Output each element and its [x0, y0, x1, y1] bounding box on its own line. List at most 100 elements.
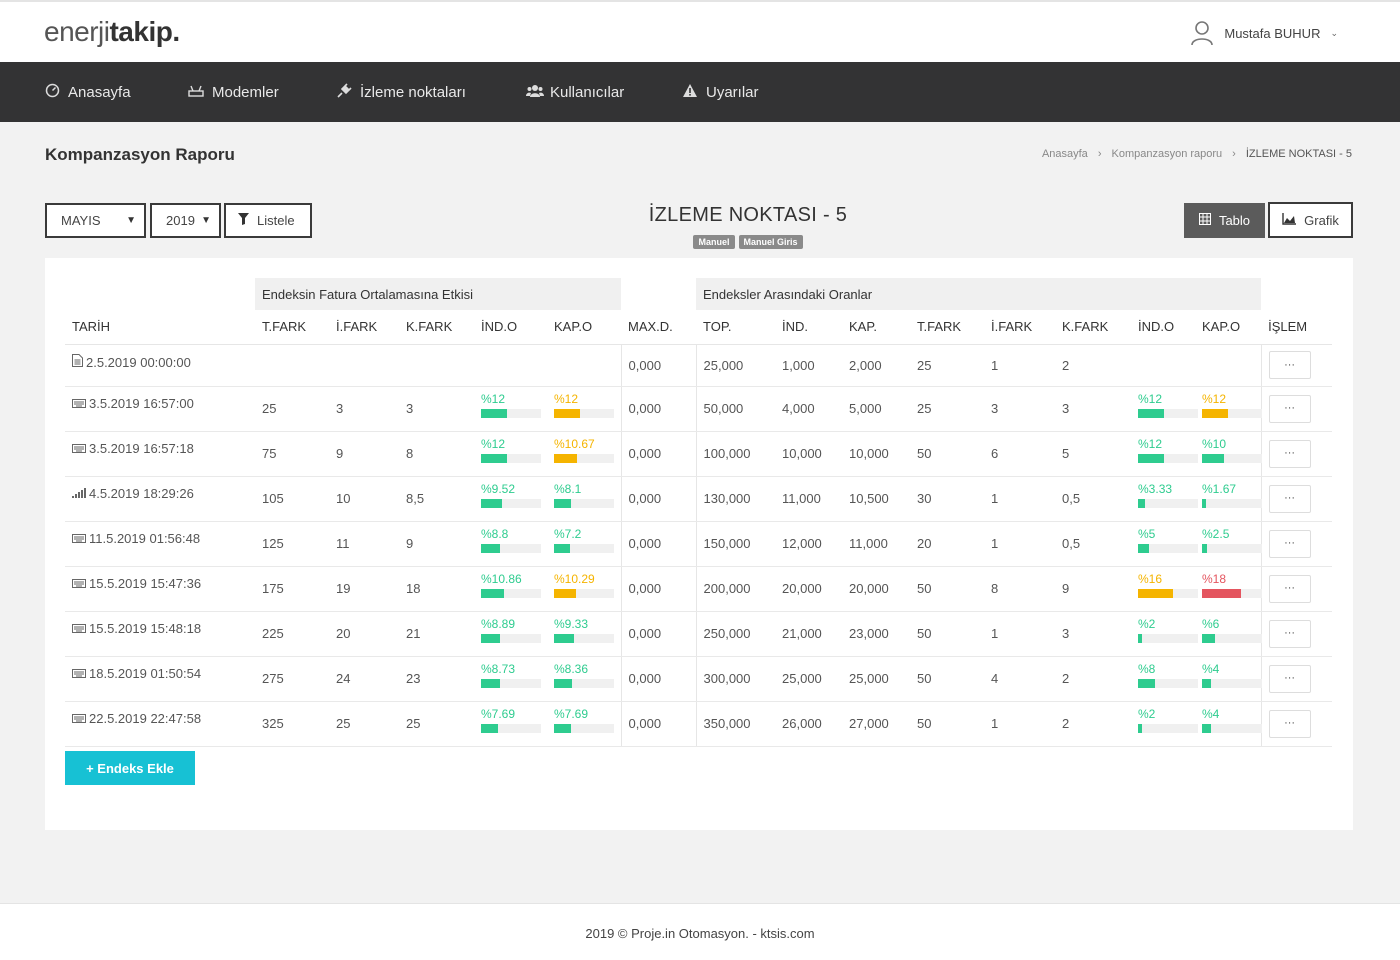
cell-ind-o-2: %12: [1131, 431, 1199, 477]
nav-item-anasayfa[interactable]: Anasayfa: [44, 62, 131, 122]
cell-kap: 2,000: [842, 344, 911, 387]
cell-ind-o-2: %5: [1131, 521, 1199, 567]
percent-text: %4: [1202, 706, 1220, 721]
cell-t-fark-2: 20: [910, 521, 985, 567]
cell-ind: 12,000: [775, 521, 843, 567]
progress-fill: [1202, 723, 1211, 733]
table-row: 3.5.2019 16:57:00 25 3 3 %12 %12 0,000 50,000 4,…: [65, 386, 1333, 432]
col-indo-2[interactable]: İND.O: [1131, 310, 1196, 345]
row-actions-button[interactable]: ···: [1268, 664, 1311, 693]
row-actions-button[interactable]: ···: [1268, 529, 1311, 558]
col-kapo[interactable]: KAP.O: [547, 310, 622, 345]
percent-text: %8.89: [481, 616, 516, 631]
percent-text: %12: [554, 391, 579, 406]
user-name: Mustafa BUHUR: [1224, 25, 1321, 41]
add-index-button[interactable]: + Endeks Ekle: [65, 751, 195, 785]
year-select[interactable]: 2019 ▼: [150, 203, 221, 238]
col-kap[interactable]: KAP.: [842, 310, 911, 345]
cell-k-fark: 9: [399, 521, 474, 567]
cell-i-fark: 11: [329, 521, 399, 567]
keyboard-icon: [72, 533, 86, 546]
col-tfark[interactable]: T.FARK: [255, 310, 329, 345]
col-maxd[interactable]: MAX.D.: [621, 310, 697, 345]
col-top[interactable]: TOP.: [696, 310, 776, 345]
nav-item-modemler[interactable]: Modemler: [188, 62, 279, 122]
row-actions-button[interactable]: ···: [1268, 619, 1311, 648]
row-actions-button[interactable]: ···: [1268, 709, 1311, 738]
date-text: 15.5.2019 15:47:36: [89, 575, 202, 591]
progress-bar: [481, 408, 541, 418]
cell-kap-o-2: %6: [1195, 611, 1263, 657]
tag-list: Manuel Manuel Giris: [600, 235, 896, 249]
cell-kap-o: %10.67: [547, 431, 622, 477]
breadcrumb-report[interactable]: Kompanzasyon raporu: [1111, 148, 1223, 160]
percent-text: %16: [1138, 571, 1163, 586]
nav-item-izleme-noktalari[interactable]: İzleme noktaları: [336, 62, 466, 122]
table-row: 18.5.2019 01:50:54 275 24 23 %8.73 %8.36 0,000…: [65, 656, 1333, 702]
cell-t-fark: 125: [255, 521, 329, 567]
col-islem: İŞLEM: [1261, 310, 1333, 345]
table-row: 15.5.2019 15:47:36 175 19 18 %10.86 %10.29 0,0…: [65, 566, 1333, 612]
keyboard-icon: [72, 623, 86, 636]
row-actions-button[interactable]: ···: [1268, 394, 1311, 423]
progress-bar: [1202, 453, 1263, 463]
cell-kap-o: %9.33: [547, 611, 622, 657]
cell-kap-o: %8.36: [547, 656, 622, 702]
cell-t-fark: 75: [255, 431, 329, 477]
progress-fill: [1202, 453, 1224, 463]
col-ind[interactable]: İND.: [775, 310, 843, 345]
col-kfark[interactable]: K.FARK: [399, 310, 474, 345]
chart-view-button[interactable]: Grafik: [1268, 202, 1353, 238]
col-tfark-2[interactable]: T.FARK: [910, 310, 985, 345]
percent-text: %12: [481, 391, 506, 406]
action-cell: ···: [1260, 431, 1333, 477]
cell-t-fark: 325: [255, 701, 329, 747]
cell-k-fark-2: 3: [1055, 386, 1132, 432]
row-actions-button[interactable]: ···: [1268, 439, 1311, 468]
cell-top: 50,000: [696, 386, 776, 432]
table-view-button[interactable]: Tablo: [1184, 203, 1265, 238]
row-actions-button[interactable]: ···: [1268, 574, 1311, 603]
row-actions-button[interactable]: ···: [1268, 351, 1311, 379]
logo[interactable]: enerjitakip.: [44, 16, 180, 47]
report-title: İZLEME NOKTASI - 5: [648, 204, 848, 226]
progress-fill: [481, 543, 500, 553]
progress-fill: [1138, 588, 1173, 598]
cell-ind-o-2: %3.33: [1131, 476, 1199, 522]
breadcrumb-home[interactable]: Anasayfa: [1041, 148, 1088, 160]
signal-icon: [72, 487, 86, 501]
col-indo[interactable]: İND.O: [474, 310, 547, 345]
user-menu[interactable]: Mustafa BUHUR ⌄: [1190, 20, 1338, 46]
col-ifark[interactable]: İ.FARK: [329, 310, 399, 345]
cell-t-fark-2: 50: [910, 431, 985, 477]
col-tarih[interactable]: TARİH: [65, 310, 255, 345]
col-ifark-2[interactable]: İ.FARK: [984, 310, 1056, 345]
progress-bar: [481, 453, 541, 463]
cell-kap-o-2: %10: [1195, 431, 1263, 477]
nav-item-uyarilar[interactable]: Uyarılar: [682, 62, 759, 122]
progress-fill: [554, 408, 580, 418]
cell-k-fark-2: 2: [1055, 344, 1132, 387]
col-kapo-2[interactable]: KAP.O: [1195, 310, 1262, 345]
filter-icon: [238, 213, 249, 228]
cell-k-fark: 3: [399, 386, 474, 432]
cell-t-fark: [255, 344, 329, 387]
cell-ind-o: %10.86: [474, 566, 547, 612]
keyboard-icon: [72, 713, 86, 726]
date-text: 18.5.2019 01:50:54: [89, 665, 202, 681]
group-header-right: Endeksler Arasındaki Oranlar: [696, 278, 1262, 310]
progress-fill: [1202, 498, 1206, 508]
cell-t-fark: 275: [255, 656, 329, 702]
date-text: 11.5.2019 01:56:48: [89, 530, 201, 546]
cell-i-fark-2: 1: [984, 521, 1056, 567]
nav-item-kullanicilar[interactable]: Kullanıcılar: [526, 62, 624, 122]
progress-bar: [1202, 588, 1263, 598]
row-actions-button[interactable]: ···: [1268, 484, 1311, 513]
month-select[interactable]: MAYIS ▼: [45, 203, 146, 238]
progress-bar: [481, 678, 541, 688]
cell-ind: 10,000: [775, 431, 843, 477]
cell-k-fark-2: 0,5: [1055, 521, 1132, 567]
col-kfark-2[interactable]: K.FARK: [1055, 310, 1132, 345]
cell-kap-o-2: %4: [1195, 701, 1263, 747]
list-button[interactable]: Listele: [224, 203, 312, 238]
